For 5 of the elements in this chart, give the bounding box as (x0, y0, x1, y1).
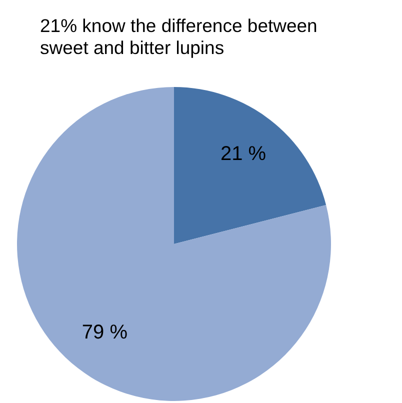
pie-slice (17, 87, 331, 401)
data-label: 79 % (82, 322, 128, 344)
chart-title: 21% know the difference between sweet and bitter lupins (40, 15, 318, 58)
pie-slice (174, 87, 326, 244)
data-label: 21 % (220, 142, 266, 165)
